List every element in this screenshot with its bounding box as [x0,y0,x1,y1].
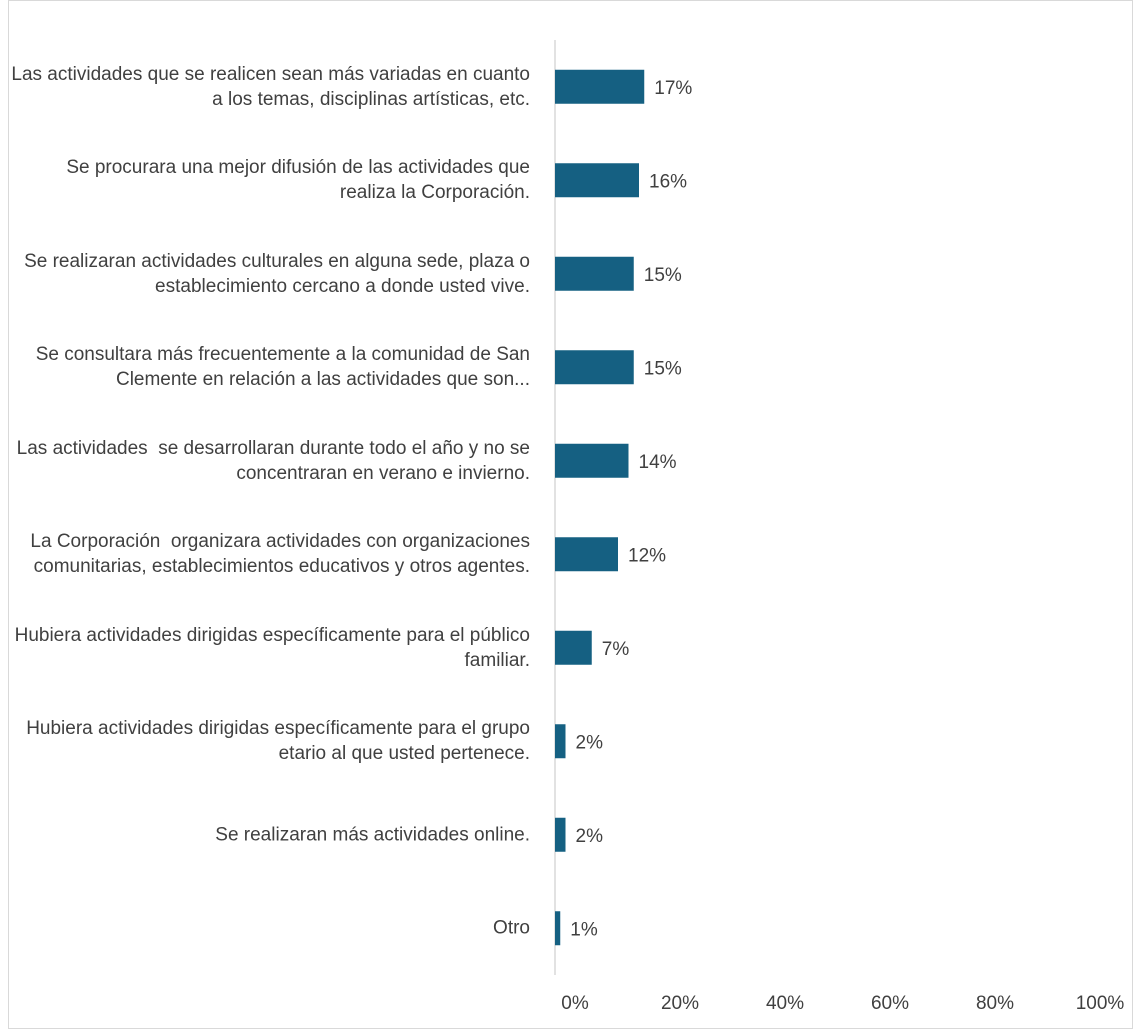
value-label: 15% [644,265,682,286]
y-tick-label: La Corporación organizara actividades co… [30,531,536,578]
x-tick-label: 40% [766,993,804,1014]
value-label: 17% [654,78,692,99]
bar [555,443,629,478]
bar [555,256,634,291]
bar [555,350,634,385]
x-tick-label: 0% [561,993,589,1014]
y-tick-label: Otro [493,917,530,939]
bar [555,630,592,665]
bar [555,911,561,946]
bar [555,163,639,198]
y-tick-label: Se realizaran actividades culturales en … [24,250,536,297]
bar [555,537,618,572]
y-tick-label: Hubiera actividades dirigidas específica… [14,624,536,671]
x-tick-label: 80% [976,993,1014,1014]
value-label: 7% [602,639,630,660]
value-label: 2% [576,826,604,847]
bar [555,817,566,852]
value-label: 2% [576,732,604,753]
y-tick-label: Las actividades se desarrollaran durante… [16,437,536,484]
y-tick-label: Se consultara más frecuentemente a la co… [35,344,536,391]
value-label: 16% [649,171,687,192]
y-tick-label: Se procurara una mejor difusión de las a… [66,157,536,204]
value-label: 15% [644,358,682,379]
x-tick-label: 60% [871,993,909,1014]
y-tick-label: Se realizaran más actividades online. [215,824,530,846]
y-tick-label: Las actividades que se realicen sean más… [11,63,536,110]
value-label: 12% [628,545,666,566]
x-tick-label: 100% [1076,993,1125,1014]
bar [555,724,566,759]
x-tick-label: 20% [661,993,699,1014]
y-tick-label: Hubiera actividades dirigidas específica… [26,718,536,765]
value-label: 14% [639,452,677,473]
bar [555,69,645,104]
value-label: 1% [570,919,598,940]
